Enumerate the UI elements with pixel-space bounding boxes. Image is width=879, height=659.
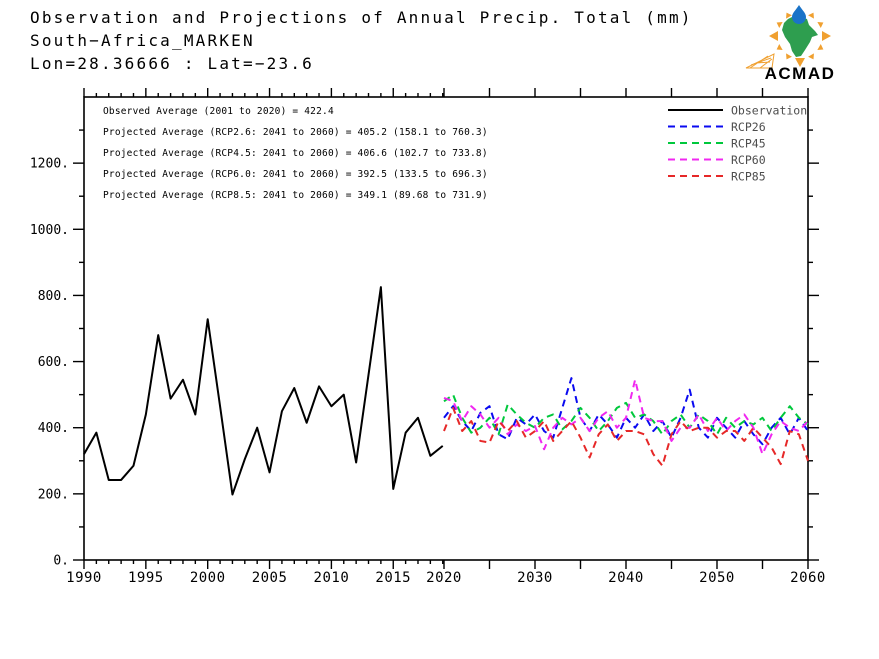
africa-icon <box>782 16 818 57</box>
chart-subtitle-station: South−Africa_MARKEN <box>30 31 255 50</box>
legend-label: RCP60 <box>731 153 766 167</box>
x-axis-label: 2030 <box>517 570 553 586</box>
chart-title: Observation and Projections of Annual Pr… <box>30 8 693 27</box>
annotation-average-line: Observed Average (2001 to 2020) = 422.4 <box>103 106 334 117</box>
x-axis-label: 1990 <box>66 570 102 586</box>
sun-ray-icon <box>769 31 778 41</box>
y-axis-label: 600. <box>38 355 69 370</box>
annotation-average-line: Projected Average (RCP8.5: 2041 to 2060)… <box>103 190 488 201</box>
sun-ray-icon <box>786 53 792 60</box>
acmad-logo: ACMAD <box>745 5 836 83</box>
annotation-average-line: Projected Average (RCP2.6: 2041 to 2060)… <box>103 127 488 138</box>
annotation-average-line: Projected Average (RCP6.0: 2041 to 2060)… <box>103 169 488 180</box>
x-axis-label: 2050 <box>699 570 735 586</box>
legend-label: Observation <box>731 104 807 118</box>
sun-ray-icon <box>822 31 831 41</box>
legend-label: RCP85 <box>731 170 766 184</box>
x-axis-label: 1995 <box>128 570 164 586</box>
x-axis-label: 2020 <box>426 570 462 586</box>
rcp60-line <box>443 378 809 456</box>
annotation-average-line: Projected Average (RCP4.5: 2041 to 2060)… <box>103 148 488 159</box>
sun-ray-icon <box>817 22 824 28</box>
water-drop-icon <box>792 5 806 24</box>
sun-ray-icon <box>817 44 824 50</box>
chart-subtitle-coords: Lon=28.36666 : Lat=−23.6 <box>30 54 314 73</box>
observation-line <box>83 286 444 496</box>
x-axis-label: 2040 <box>608 570 644 586</box>
acmad-wordmark: ACMAD <box>765 64 836 83</box>
sun-ray-icon <box>786 12 792 19</box>
sun-ray-icon <box>808 12 814 19</box>
mesh-triangle-icon <box>745 53 775 69</box>
legend-label: RCP45 <box>731 137 766 151</box>
x-axis-label: 2005 <box>252 570 288 586</box>
sun-ray-icon <box>776 44 783 50</box>
sun-ray-icon <box>776 22 783 28</box>
y-axis-label: 1000. <box>30 223 69 238</box>
y-axis-label: 200. <box>38 487 69 502</box>
plot-border <box>83 96 809 561</box>
x-axis-label: 2010 <box>314 570 350 586</box>
x-axis-label: 2015 <box>375 570 411 586</box>
x-axis-label: 2000 <box>190 570 226 586</box>
y-axis-label: 400. <box>38 421 69 436</box>
sun-rays-icon <box>769 12 831 67</box>
sun-ray-icon <box>795 58 805 67</box>
legend-label: RCP26 <box>731 120 766 134</box>
rcp85-line <box>443 406 809 467</box>
sun-ray-icon <box>808 53 814 60</box>
x-axis-label: 2060 <box>790 570 826 586</box>
rcp45-line <box>443 393 809 436</box>
y-axis-label: 800. <box>38 289 69 304</box>
y-axis-label: 0. <box>53 554 69 569</box>
y-axis-label: 1200. <box>30 157 69 172</box>
